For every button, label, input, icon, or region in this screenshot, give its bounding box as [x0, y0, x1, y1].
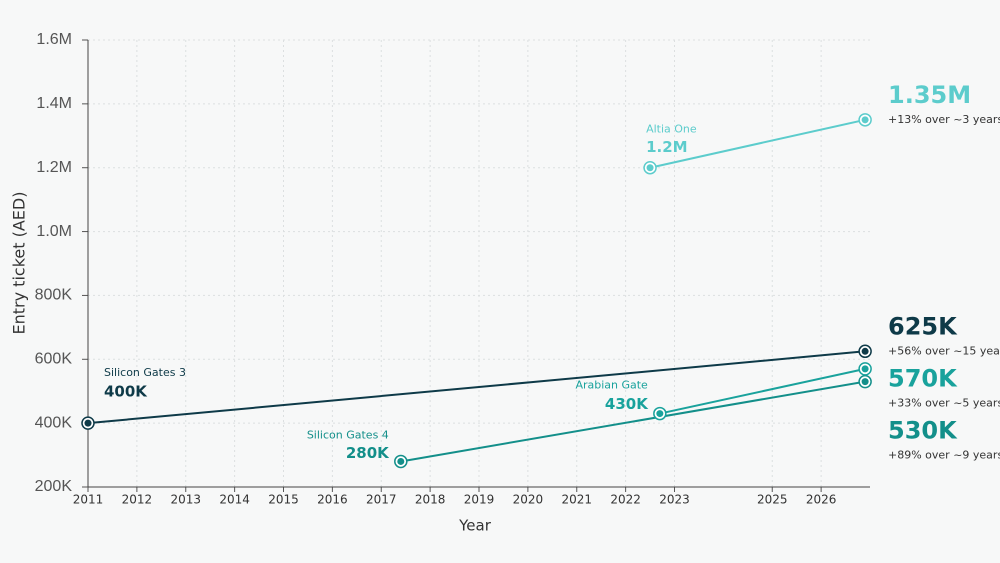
point: [861, 347, 869, 355]
y-tick-label: 200K: [35, 478, 73, 495]
y-tick-label: 1.2M: [36, 159, 72, 176]
x-tick-label: 2019: [464, 493, 495, 507]
point: [861, 365, 869, 373]
x-tick-label: 2013: [170, 493, 201, 507]
y-tick-label: 800K: [35, 287, 73, 304]
series-line: [659, 367, 866, 415]
x-tick-label: 2021: [561, 493, 592, 507]
start-value-label: 280K: [346, 444, 390, 462]
point: [84, 419, 92, 427]
start-value-label: 430K: [605, 395, 649, 413]
x-tick-label: 2012: [122, 493, 153, 507]
x-tick-label: 2020: [513, 493, 544, 507]
series-name: Arabian Gate: [575, 379, 648, 392]
point: [861, 116, 869, 124]
x-tick-label: 2026: [806, 493, 837, 507]
y-tick-label: 1.0M: [36, 223, 72, 240]
point: [397, 457, 405, 465]
x-tick-label: 2025: [757, 493, 788, 507]
end-value-label: 1.35M: [888, 81, 971, 109]
y-tick-label: 1.6M: [36, 31, 72, 48]
end-value-label: 625K: [888, 312, 958, 340]
point: [646, 164, 654, 172]
series-line: [649, 118, 866, 169]
change-note: +89% over ~9 years: [888, 448, 1000, 461]
y-tick-label: 600K: [35, 351, 73, 368]
start-value-label: 400K: [104, 383, 148, 401]
x-tick-label: 2017: [366, 493, 397, 507]
change-note: +13% over ~3 years: [888, 113, 1000, 126]
end-value-label: 570K: [888, 364, 958, 392]
y-axis-title: Entry ticket (AED): [10, 192, 29, 335]
series-name: Silicon Gates 3: [104, 366, 186, 379]
x-axis-title: Year: [458, 517, 492, 535]
y-tick-label: 400K: [35, 414, 73, 431]
x-tick-label: 2011: [73, 493, 104, 507]
series-name: Altia One: [646, 123, 697, 136]
series-line: [87, 350, 866, 425]
series-name: Silicon Gates 4: [307, 428, 389, 441]
x-tick-label: 2018: [415, 493, 446, 507]
change-note: +33% over ~5 years: [888, 396, 1000, 409]
change-note: +56% over ~15 years: [888, 344, 1000, 357]
series-line: [400, 380, 866, 463]
point: [861, 378, 869, 386]
x-tick-label: 2022: [610, 493, 641, 507]
x-tick-label: 2023: [659, 493, 690, 507]
end-value-label: 530K: [888, 416, 958, 444]
x-tick-label: 2016: [317, 493, 348, 507]
start-value-label: 1.2M: [646, 138, 688, 156]
x-tick-label: 2015: [268, 493, 299, 507]
point: [656, 410, 664, 418]
y-tick-label: 1.4M: [36, 95, 72, 112]
x-tick-label: 2014: [219, 493, 250, 507]
